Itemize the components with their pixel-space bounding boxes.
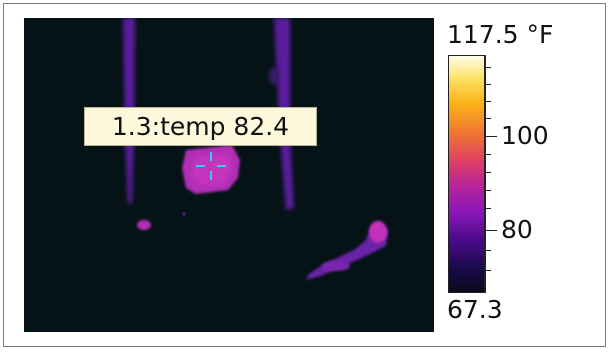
thermal-scene (123, 18, 388, 280)
color-scale-axis (485, 55, 486, 293)
thermal-image[interactable] (24, 18, 434, 332)
spot-crosshair (196, 152, 226, 180)
scale-tick (485, 250, 491, 251)
scale-tick (485, 84, 491, 85)
thermal-viewer-frame: 1.3:temp 82.4 117.5 °F 100 80 67.3 (3, 3, 606, 347)
scale-min-label: 67.3 (447, 295, 503, 324)
scale-tick-major (485, 136, 497, 137)
spot-temperature-label[interactable]: 1.3:temp 82.4 (84, 107, 317, 146)
scale-tick (485, 190, 491, 191)
scale-tick (485, 118, 491, 119)
scale-tick-label-80: 80 (501, 215, 533, 244)
dim-blob (269, 67, 279, 85)
scale-max-label: 117.5 °F (447, 20, 554, 49)
scale-tick (485, 270, 491, 271)
scale-tick (485, 154, 491, 155)
color-scale-bar (448, 55, 485, 293)
scale-tick (485, 101, 491, 102)
scale-tick-major (485, 230, 497, 231)
scale-tick (485, 172, 491, 173)
warm-dot (137, 220, 151, 230)
scale-tick-label-100: 100 (501, 121, 549, 150)
scale-tick (485, 67, 491, 68)
scale-tick (485, 208, 491, 209)
